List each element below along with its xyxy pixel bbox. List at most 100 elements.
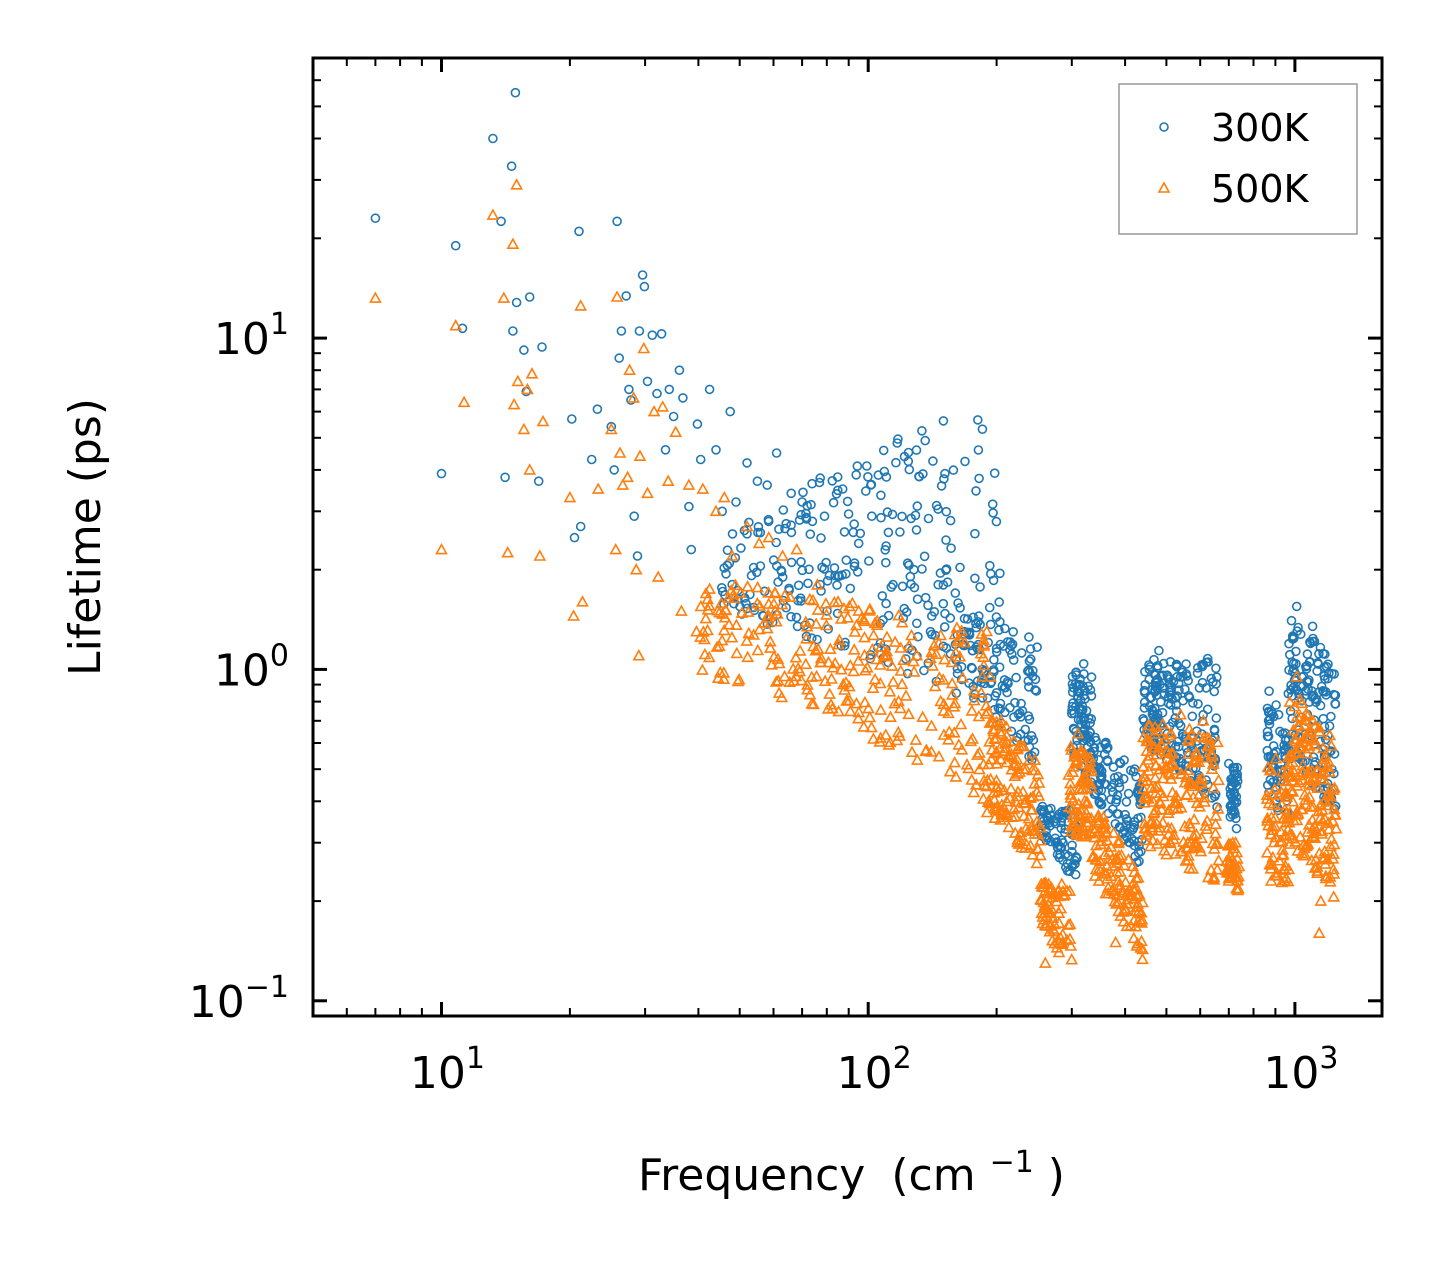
- data-point-300K: [773, 577, 783, 587]
- data-point-500K: [934, 694, 948, 707]
- data-point-500K: [787, 674, 801, 686]
- data-point-500K: [1026, 848, 1039, 860]
- data-point-500K: [980, 805, 994, 818]
- data-point-300K: [804, 564, 814, 575]
- data-point-300K: [973, 616, 983, 627]
- data-point-300K: [911, 525, 922, 535]
- data-point-500K: [1278, 873, 1291, 886]
- data-point-500K: [1014, 825, 1028, 838]
- data-point-300K: [1277, 728, 1288, 739]
- data-point-500K: [711, 671, 725, 684]
- data-point-300K: [1224, 758, 1234, 769]
- data-point-500K: [1150, 747, 1164, 760]
- data-point-500K: [979, 707, 993, 719]
- data-point-300K: [953, 598, 963, 608]
- data-point-300K: [1231, 813, 1241, 824]
- data-point-500K: [965, 773, 979, 785]
- data-point-300K: [849, 519, 860, 529]
- data-point-300K: [575, 521, 586, 532]
- x-tick-label-exponent: 1: [466, 1041, 485, 1076]
- data-point-300K: [1157, 707, 1168, 718]
- data-point-300K: [500, 472, 510, 483]
- data-point-500K: [1272, 788, 1286, 800]
- data-point-500K: [1132, 904, 1146, 916]
- data-point-500K: [1032, 776, 1046, 788]
- data-point-300K: [731, 497, 741, 507]
- data-point-300K: [1056, 823, 1066, 834]
- data-point-300K: [656, 328, 667, 339]
- data-point-500K: [769, 675, 783, 687]
- data-point-300K: [1321, 661, 1332, 672]
- data-point-500K: [847, 664, 860, 677]
- data-point-300K: [1174, 685, 1184, 695]
- data-point-300K: [1138, 713, 1148, 724]
- data-point-500K: [937, 697, 951, 710]
- data-point-500K: [1064, 739, 1078, 752]
- data-point-500K: [1106, 859, 1119, 871]
- data-point-300K: [1095, 764, 1105, 775]
- data-point-500K: [990, 803, 1003, 815]
- data-point-300K: [1132, 787, 1143, 798]
- data-point-500K: [1308, 733, 1321, 746]
- data-point-500K: [955, 624, 969, 636]
- data-point-300K: [1175, 671, 1186, 682]
- data-point-300K: [1103, 742, 1113, 753]
- data-point-500K: [985, 743, 999, 755]
- data-point-300K: [1121, 796, 1132, 807]
- x-axis-label-unit-exponent: −1: [990, 1145, 1034, 1180]
- data-point-500K: [1285, 748, 1299, 760]
- data-point-500K: [1146, 833, 1160, 846]
- data-point-500K: [613, 446, 627, 458]
- data-point-500K: [862, 701, 875, 714]
- data-point-300K: [897, 581, 908, 592]
- data-point-500K: [870, 652, 884, 665]
- data-point-300K: [791, 612, 802, 623]
- data-point-500K: [1230, 845, 1244, 858]
- data-point-300K: [753, 521, 764, 532]
- data-point-500K: [947, 726, 961, 738]
- data-point-300K: [1163, 672, 1174, 682]
- data-point-500K: [1004, 782, 1018, 794]
- data-point-300K: [1181, 659, 1191, 669]
- data-point-500K: [699, 611, 713, 624]
- data-point-300K: [1133, 847, 1144, 858]
- data-point-500K: [1109, 897, 1123, 909]
- data-point-500K: [1195, 831, 1208, 844]
- data-point-500K: [1299, 848, 1312, 861]
- data-point-500K: [1113, 865, 1127, 877]
- data-point-500K: [980, 779, 993, 792]
- data-point-500K: [1064, 939, 1078, 951]
- data-point-300K: [692, 419, 703, 429]
- data-point-300K: [678, 393, 688, 403]
- data-point-300K: [1010, 697, 1020, 708]
- data-point-500K: [1288, 732, 1301, 745]
- data-point-500K: [892, 608, 906, 621]
- data-point-500K: [848, 625, 862, 637]
- data-point-300K: [1307, 686, 1317, 696]
- data-point-500K: [1312, 721, 1326, 733]
- data-point-300K: [1015, 708, 1025, 718]
- data-point-300K: [1072, 853, 1082, 864]
- data-point-500K: [1326, 852, 1340, 864]
- data-point-500K: [1063, 776, 1077, 789]
- data-point-300K: [1265, 774, 1276, 785]
- data-point-300K: [860, 486, 871, 496]
- data-point-500K: [1263, 763, 1277, 776]
- data-point-500K: [883, 685, 897, 697]
- data-point-500K: [770, 615, 783, 627]
- data-point-500K: [1181, 763, 1195, 776]
- data-point-300K: [1016, 648, 1027, 658]
- data-point-300K: [920, 592, 931, 603]
- data-point-500K: [1013, 765, 1027, 777]
- data-point-500K: [995, 727, 1008, 739]
- data-point-500K: [1156, 717, 1170, 729]
- data-point-300K: [880, 557, 891, 568]
- data-point-500K: [1110, 888, 1124, 901]
- data-point-500K: [1052, 935, 1066, 948]
- data-point-300K: [803, 578, 813, 589]
- data-point-300K: [1106, 782, 1117, 793]
- data-point-500K: [701, 623, 714, 636]
- data-point-300K: [827, 475, 838, 486]
- data-point-500K: [984, 772, 997, 785]
- data-point-300K: [1211, 679, 1221, 689]
